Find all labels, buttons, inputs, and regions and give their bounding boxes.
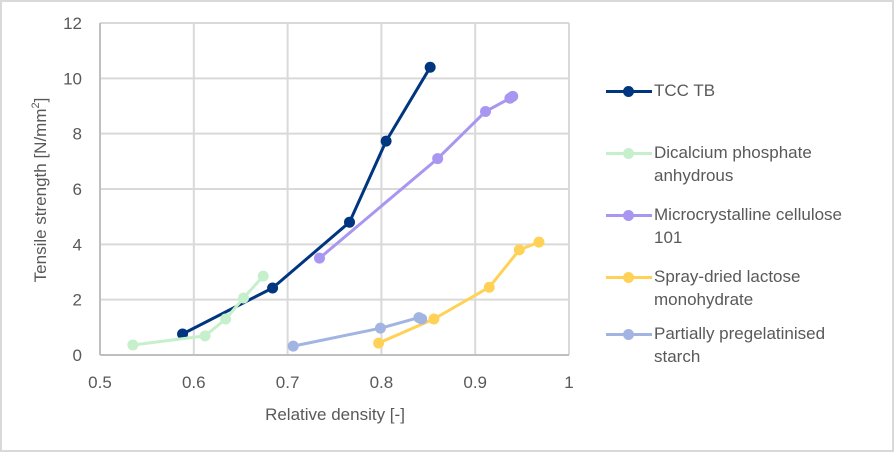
- legend-label-line: 101: [654, 228, 683, 247]
- x-tick-label: 0.9: [463, 373, 487, 392]
- legend-label-line: TCC TB: [654, 81, 716, 100]
- series-line: [132, 275, 265, 347]
- data-point: [507, 90, 519, 102]
- y-tick-label: 4: [73, 235, 82, 254]
- legend-item: Microcrystalline cellulose 101: [606, 204, 874, 249]
- legend-swatch-icon: [606, 266, 654, 286]
- legend-label-line: Dicalcium phosphate: [654, 143, 812, 162]
- data-point: [380, 135, 392, 147]
- legend-label-line: Spray-dried lactose: [654, 267, 801, 286]
- legend-label-line: monohydrate: [654, 290, 754, 309]
- y-axis-label-main: Tensile strength [N/mm: [31, 109, 50, 283]
- y-axis-label-suffix: ]: [31, 98, 50, 103]
- legend-item: Spray-dried lactose monohydrate: [606, 266, 874, 311]
- series-2: [313, 90, 519, 264]
- x-tick-label: 0.5: [88, 373, 112, 392]
- y-tick-label: 10: [63, 69, 82, 88]
- data-point: [432, 153, 444, 165]
- axes: [99, 23, 569, 356]
- legend-label-line: starch: [654, 347, 701, 366]
- data-point: [287, 340, 299, 352]
- legend-label-line: Partially pregelatinised: [654, 324, 826, 343]
- series-line: [181, 66, 432, 336]
- series-1: [127, 270, 269, 351]
- data-point: [344, 216, 356, 228]
- y-tick-labels: 0 2 4 6 8 10 12: [63, 14, 82, 365]
- data-point: [127, 339, 139, 351]
- data-point: [267, 282, 279, 294]
- data-point: [424, 61, 436, 73]
- y-tick-label: 2: [73, 291, 82, 310]
- series-line: [378, 240, 540, 345]
- y-tick-label: 0: [73, 346, 82, 365]
- legend-swatch-icon: [606, 204, 654, 224]
- data-point: [177, 328, 189, 340]
- legend-label: Partially pregelatinised starch: [654, 322, 874, 368]
- data-point: [220, 313, 232, 325]
- legend-swatch-icon: [606, 323, 654, 343]
- data-point: [374, 322, 386, 334]
- x-tick-label: 0.7: [276, 373, 300, 392]
- series-3: [373, 236, 545, 349]
- data-point: [513, 244, 525, 256]
- legend-swatch-icon: [606, 80, 654, 100]
- legend-label: Dicalcium phosphate anhydrous: [654, 141, 874, 187]
- y-axis-label-sup: 2: [30, 102, 42, 108]
- legend-item: TCC TB: [606, 80, 874, 102]
- legend-swatch-icon: [606, 142, 654, 162]
- data-point: [373, 337, 385, 349]
- data-point: [480, 106, 492, 118]
- data-point: [483, 281, 495, 293]
- legend-label-line: anhydrous: [654, 166, 734, 185]
- x-tick-label: 0.8: [370, 373, 394, 392]
- x-tick-label: 0.6: [182, 373, 206, 392]
- series-group: [127, 61, 545, 352]
- legend-label: Microcrystalline cellulose 101: [654, 203, 874, 249]
- series-4: [287, 312, 428, 352]
- gridlines: [100, 22, 570, 355]
- legend-item: Partially pregelatinised starch: [606, 323, 874, 368]
- y-axis-label: Tensile strength [N/mm2]: [30, 98, 50, 283]
- series-line: [318, 95, 514, 260]
- data-point: [416, 313, 428, 325]
- series-0: [177, 61, 436, 340]
- y-tick-label: 8: [73, 125, 82, 144]
- x-axis-label: Relative density [-]: [265, 405, 405, 424]
- data-point: [313, 252, 325, 264]
- y-tick-label: 12: [63, 14, 82, 33]
- data-point: [428, 313, 440, 325]
- legend-label-line: Microcrystalline cellulose: [654, 205, 843, 224]
- data-point: [533, 236, 545, 248]
- legend-label: TCC TB: [654, 79, 874, 102]
- legend-label: Spray-dried lactose monohydrate: [654, 265, 874, 311]
- data-point: [199, 330, 211, 342]
- data-point: [238, 292, 250, 304]
- legend-item: Dicalcium phosphate anhydrous: [606, 142, 874, 187]
- x-tick-label: 1: [564, 373, 573, 392]
- x-tick-labels: 0.5 0.6 0.7 0.8 0.9 1: [88, 373, 574, 392]
- data-point: [257, 270, 269, 282]
- y-tick-label: 6: [73, 180, 82, 199]
